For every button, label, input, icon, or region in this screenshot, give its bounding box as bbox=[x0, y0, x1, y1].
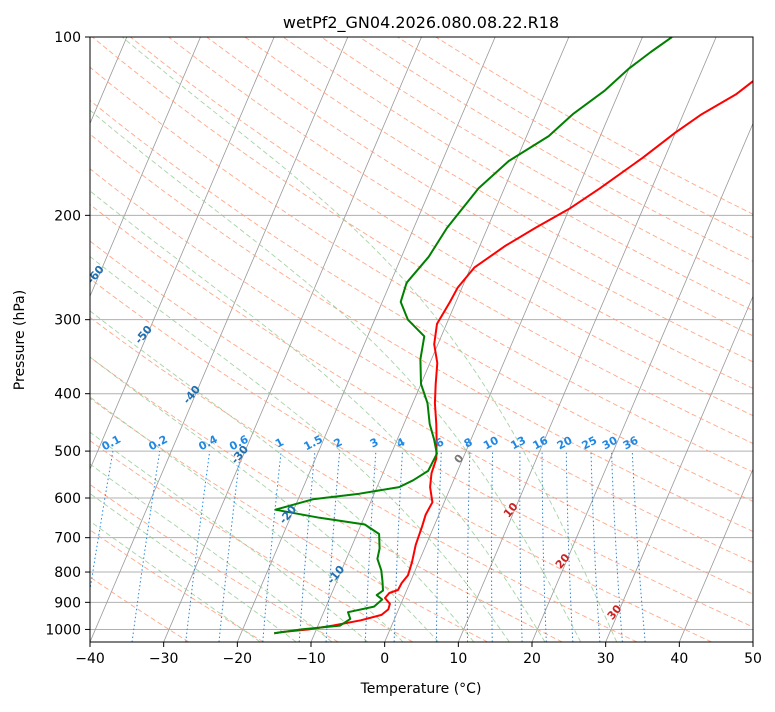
y-tick-label: 200 bbox=[54, 208, 81, 224]
y-tick-label: 600 bbox=[54, 491, 81, 507]
y-tick-label: 700 bbox=[54, 531, 81, 547]
x-tick-label: −10 bbox=[296, 651, 326, 667]
y-tick-label: 300 bbox=[54, 313, 81, 329]
chart-title: wetPf2_GN04.2026.080.08.22.R18 bbox=[283, 13, 559, 33]
x-tick-label: 20 bbox=[523, 651, 541, 667]
x-tick-label: −40 bbox=[75, 651, 105, 667]
x-tick-label: 30 bbox=[597, 651, 615, 667]
y-tick-label: 800 bbox=[54, 565, 81, 581]
x-tick-label: 0 bbox=[380, 651, 389, 667]
x-tick-label: 10 bbox=[449, 651, 467, 667]
x-tick-label: −30 bbox=[149, 651, 179, 667]
x-tick-label: 40 bbox=[670, 651, 688, 667]
x-tick-label: −20 bbox=[223, 651, 253, 667]
y-axis-label: Pressure (hPa) bbox=[12, 290, 28, 390]
x-axis-label: Temperature (°C) bbox=[360, 681, 482, 697]
y-tick-label: 400 bbox=[54, 387, 81, 403]
y-tick-label: 500 bbox=[54, 444, 81, 460]
y-tick-label: 900 bbox=[54, 595, 81, 611]
x-tick-label: 50 bbox=[744, 651, 762, 667]
y-tick-label: 1000 bbox=[45, 622, 81, 638]
y-tick-label: 100 bbox=[54, 30, 81, 46]
